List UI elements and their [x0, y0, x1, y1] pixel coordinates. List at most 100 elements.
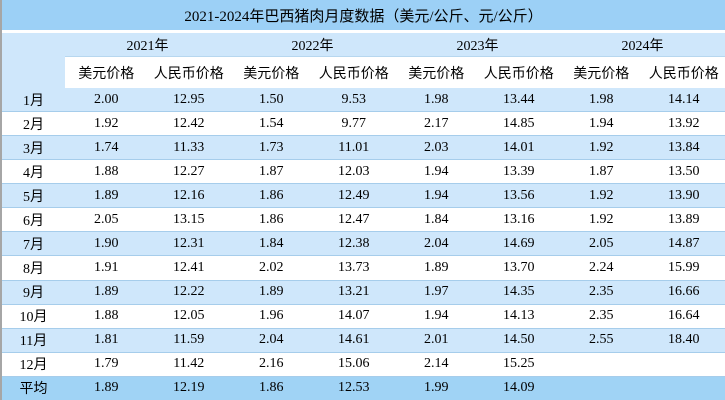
month-label: 6月 — [2, 207, 65, 233]
price-cell: 1.89 — [65, 376, 148, 400]
price-cell: 13.21 — [312, 280, 395, 305]
price-cell: 12.16 — [147, 183, 230, 209]
price-cell: 1.87 — [560, 159, 643, 185]
price-cell: 1.87 — [230, 159, 313, 185]
price-cell: 13.92 — [642, 111, 725, 137]
price-cell: 1.94 — [395, 183, 478, 209]
price-cell: 1.73 — [230, 135, 313, 161]
month-label: 3月 — [2, 135, 65, 161]
price-cell: 9.53 — [312, 88, 395, 113]
table-body: 1月 2.00 12.95 1.50 9.53 1.98 13.44 1.98 14.14 2… — [2, 88, 725, 400]
cny-price-header: 人民币价格 — [147, 56, 230, 88]
price-cell: 13.39 — [477, 159, 560, 185]
year-header-2021: 2021年 — [65, 31, 230, 57]
price-cell: 11.33 — [147, 135, 230, 161]
month-label: 8月 — [2, 255, 65, 281]
price-cell: 2.04 — [230, 328, 313, 353]
price-cell: 1.89 — [230, 280, 313, 305]
price-cell: 12.31 — [147, 231, 230, 257]
price-cell: 2.16 — [230, 352, 313, 377]
price-cell: 2.35 — [560, 304, 643, 329]
price-cell: 12.42 — [147, 111, 230, 137]
price-cell: 14.07 — [312, 304, 395, 329]
price-cell: 15.99 — [642, 255, 725, 281]
price-cell: 13.44 — [477, 88, 560, 113]
month-label: 4月 — [2, 159, 65, 185]
price-cell: 14.35 — [477, 280, 560, 305]
usd-price-header: 美元价格 — [560, 56, 643, 88]
average-row: 平均 1.89 12.19 1.86 12.53 1.99 14.09 — [2, 376, 725, 400]
year-header-row: 2021年 2022年 2023年 2024年 — [2, 31, 725, 88]
price-cell: 1.92 — [560, 183, 643, 209]
table-title: 2021-2024年巴西猪肉月度数据（美元/公斤、元/公斤） — [2, 0, 725, 33]
table-row: 8月 1.91 12.41 2.02 13.73 1.89 13.70 2.24 15.99 — [2, 255, 725, 281]
table-row: 4月 1.88 12.27 1.87 12.03 1.94 13.39 1.87 13.50 — [2, 159, 725, 185]
price-cell: 14.14 — [642, 88, 725, 113]
price-cell: 13.90 — [642, 183, 725, 209]
price-cell: 14.85 — [477, 111, 560, 137]
table-row: 3月 1.74 11.33 1.73 11.01 2.03 14.01 1.92 13.84 — [2, 135, 725, 161]
price-cell: 13.70 — [477, 255, 560, 281]
usd-price-header: 美元价格 — [395, 56, 478, 88]
price-cell: 2.01 — [395, 328, 478, 353]
price-cell: 1.94 — [560, 111, 643, 137]
price-cell: 2.14 — [395, 352, 478, 377]
usd-price-header: 美元价格 — [65, 56, 148, 88]
year-header-2024: 2024年 — [560, 31, 725, 57]
month-label: 5月 — [2, 183, 65, 209]
price-cell: 1.88 — [65, 304, 148, 329]
table-row: 2月 1.92 12.42 1.54 9.77 2.17 14.85 1.94 13.92 — [2, 111, 725, 137]
price-cell: 1.90 — [65, 231, 148, 257]
price-cell: 14.61 — [312, 328, 395, 353]
price-cell: 14.09 — [477, 376, 560, 400]
price-cell: 12.19 — [147, 376, 230, 400]
price-cell: 1.89 — [65, 280, 148, 305]
usd-price-header: 美元价格 — [230, 56, 313, 88]
month-label: 12月 — [2, 352, 65, 377]
price-cell: 1.86 — [230, 183, 313, 209]
price-cell: 13.56 — [477, 183, 560, 209]
price-cell: 1.94 — [395, 159, 478, 185]
price-cell: 2.35 — [560, 280, 643, 305]
price-cell: 1.86 — [230, 207, 313, 233]
price-cell: 15.25 — [477, 352, 560, 377]
price-cell: 2.04 — [395, 231, 478, 257]
price-cell: 9.77 — [312, 111, 395, 137]
table-row: 11月 1.81 11.59 2.04 14.61 2.01 14.50 2.55 18.40 — [2, 328, 725, 353]
price-cell: 12.38 — [312, 231, 395, 257]
price-cell: 13.84 — [642, 135, 725, 161]
price-cell: 11.42 — [147, 352, 230, 377]
price-cell: 1.89 — [65, 183, 148, 209]
cny-price-header: 人民币价格 — [477, 56, 560, 88]
price-cell: 14.01 — [477, 135, 560, 161]
price-cell: 1.54 — [230, 111, 313, 137]
month-label: 1月 — [2, 88, 65, 113]
price-cell: 1.98 — [395, 88, 478, 113]
price-cell — [642, 376, 725, 400]
price-cell: 12.22 — [147, 280, 230, 305]
price-cell: 1.88 — [65, 159, 148, 185]
price-cell: 13.15 — [147, 207, 230, 233]
year-header-2023: 2023年 — [395, 31, 560, 57]
price-cell — [560, 376, 643, 400]
price-cell: 2.00 — [65, 88, 148, 113]
price-cell — [560, 352, 643, 377]
price-cell: 12.03 — [312, 159, 395, 185]
price-cell: 2.55 — [560, 328, 643, 353]
price-cell: 2.17 — [395, 111, 478, 137]
table-row: 9月 1.89 12.22 1.89 13.21 1.97 14.35 2.35 16.66 — [2, 280, 725, 305]
price-cell: 18.40 — [642, 328, 725, 353]
price-cell: 14.87 — [642, 231, 725, 257]
table-row: 6月 2.05 13.15 1.86 12.47 1.84 13.16 1.92 13.89 — [2, 207, 725, 233]
price-cell: 1.74 — [65, 135, 148, 161]
price-cell: 12.49 — [312, 183, 395, 209]
price-cell: 1.92 — [560, 135, 643, 161]
price-cell: 1.97 — [395, 280, 478, 305]
price-cell: 11.01 — [312, 135, 395, 161]
price-cell: 1.92 — [65, 111, 148, 137]
corner-cell — [2, 31, 65, 88]
month-label: 11月 — [2, 328, 65, 353]
cny-price-header: 人民币价格 — [312, 56, 395, 88]
cny-price-header: 人民币价格 — [642, 56, 725, 88]
price-cell: 1.96 — [230, 304, 313, 329]
